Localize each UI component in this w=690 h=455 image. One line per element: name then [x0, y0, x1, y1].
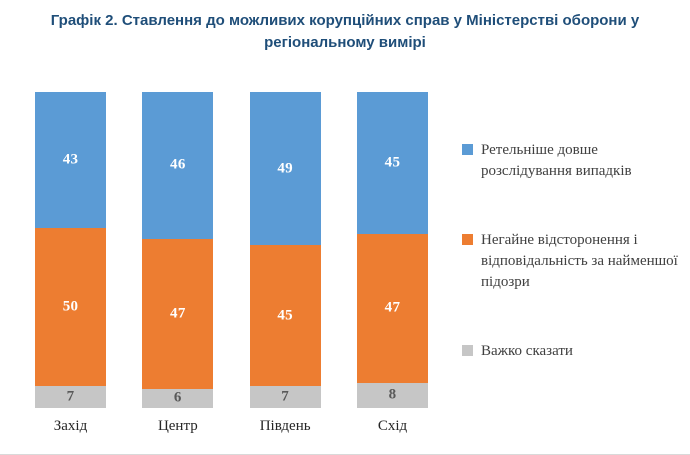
bar-segment: 49: [249, 92, 321, 246]
bar-segment: 47: [142, 238, 214, 389]
legend-item: Важко сказати: [462, 341, 680, 362]
stacked-bar: 46 47 6: [142, 92, 214, 408]
bar-segment: 8: [356, 382, 428, 408]
legend-item: Ретельніше довше розслідування випадків: [462, 140, 680, 182]
legend-label: Ретельніше довше розслідування випадків: [481, 142, 632, 179]
bar-segment: 50: [35, 227, 106, 386]
bar-segment: 6: [142, 388, 214, 408]
legend-marker-swatch: [462, 144, 473, 155]
data-label: 7: [281, 388, 290, 405]
bar-segment: 46: [142, 92, 214, 239]
stacked-bar: 43 50 7: [35, 92, 106, 408]
legend-label: Важко сказати: [481, 343, 573, 359]
category-axis: Захід Центр Південь Схід: [35, 418, 428, 435]
plot-area: 43 50 7 46 47 6 49 45 7 45 47 8: [35, 92, 428, 408]
stacked-bar: 49 45 7: [249, 92, 321, 408]
legend-item: Негайне відсторонення і відповідальність…: [462, 230, 680, 293]
bar-segment: 45: [249, 245, 321, 387]
legend-marker-swatch: [462, 234, 473, 245]
category-label: Захід: [53, 418, 88, 434]
data-label: 50: [62, 298, 79, 315]
data-label: 6: [173, 389, 182, 406]
legend-marker-swatch: [462, 345, 473, 356]
bar-segment: 43: [35, 92, 106, 228]
data-label: 47: [170, 305, 186, 322]
bar-segment: 47: [356, 234, 428, 383]
bar-segment: 7: [35, 385, 106, 408]
chart-title: Графік 2. Ставлення до можливих корупцій…: [50, 12, 640, 51]
category-label: Центр: [157, 418, 198, 434]
data-label: 45: [384, 154, 401, 171]
data-label: 43: [62, 151, 79, 168]
category-label: Південь: [259, 418, 311, 434]
category-label: Схід: [377, 418, 408, 434]
legend-label: Негайне відсторонення і відповідальність…: [481, 232, 678, 290]
bar-segment: 7: [249, 386, 321, 408]
data-label: 7: [66, 388, 75, 405]
data-label: 45: [277, 307, 293, 324]
chart-legend: Ретельніше довше розслідування випадків Н…: [462, 140, 680, 362]
data-label: 46: [170, 156, 186, 173]
data-label: 47: [384, 299, 401, 316]
data-label: 49: [277, 160, 293, 177]
data-label: 8: [388, 386, 397, 403]
stacked-bar: 45 47 8: [356, 92, 428, 408]
bar-segment: 45: [356, 92, 428, 235]
